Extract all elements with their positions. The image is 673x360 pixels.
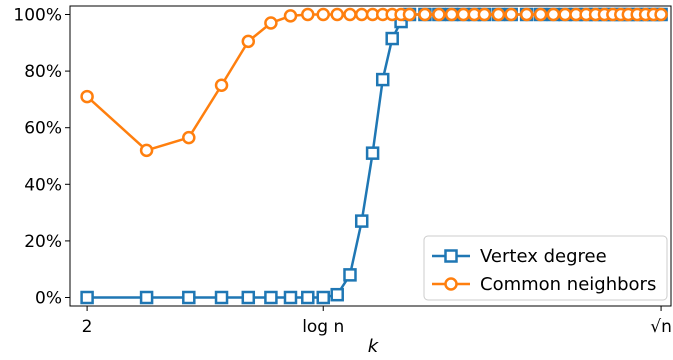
data-point (354, 7, 369, 22)
x-axis-title: k (368, 336, 380, 357)
legend: Vertex degree Common neighbors (423, 235, 668, 301)
x-tick-label: log n (302, 317, 344, 337)
data-point (330, 287, 344, 302)
data-point (283, 290, 298, 305)
data-point (283, 9, 298, 23)
data-point (214, 78, 229, 92)
data-point (519, 7, 534, 22)
data-point (139, 143, 154, 158)
legend-items: Vertex degree Common neighbors (432, 246, 656, 295)
data-point (546, 7, 561, 22)
data-point (456, 7, 471, 22)
data-point (316, 7, 330, 22)
data-point (241, 290, 256, 305)
data-point (330, 7, 344, 22)
x-tick-label: 2 (82, 317, 93, 337)
x-axis: 2 log n √n (82, 306, 672, 337)
data-point (504, 7, 518, 22)
legend-marker (444, 249, 458, 263)
legend-box (423, 235, 668, 301)
legend-label: Vertex degree (480, 246, 607, 267)
data-point (139, 290, 154, 305)
data-point (182, 290, 196, 305)
data-point (375, 72, 390, 87)
data-point (241, 34, 256, 49)
data-point (444, 7, 459, 22)
data-point (264, 16, 278, 30)
data-point (264, 290, 278, 305)
data-point (402, 7, 417, 22)
y-tick-label: 20% (24, 232, 62, 252)
data-point (343, 268, 357, 282)
data-point (477, 7, 492, 22)
data-point (80, 89, 94, 104)
x-tick-label: √n (650, 317, 672, 337)
data-point (182, 130, 196, 145)
data-point (491, 7, 506, 22)
data-point (558, 7, 572, 22)
legend-marker (444, 277, 458, 291)
data-point (343, 7, 357, 22)
data-point (385, 31, 399, 46)
data-point (354, 214, 369, 228)
data-point (365, 146, 380, 160)
data-point (214, 290, 229, 305)
data-point (301, 7, 315, 22)
data-point (80, 290, 94, 305)
series-1 (80, 7, 668, 158)
y-axis: 0% 20% 40% 60% 80% 100% (13, 5, 70, 309)
y-tick-label: 100% (13, 5, 62, 25)
data-point (654, 7, 668, 22)
y-tick-label: 60% (24, 119, 62, 139)
y-tick-label: 0% (35, 289, 62, 309)
data-point (533, 7, 548, 22)
y-tick-label: 40% (24, 175, 62, 195)
data-point (418, 7, 432, 22)
legend-label: Common neighbors (480, 274, 656, 295)
data-point (301, 290, 315, 305)
data-point (316, 290, 330, 305)
data-point (432, 7, 446, 22)
y-tick-label: 80% (24, 62, 62, 82)
series-layer (80, 7, 668, 305)
